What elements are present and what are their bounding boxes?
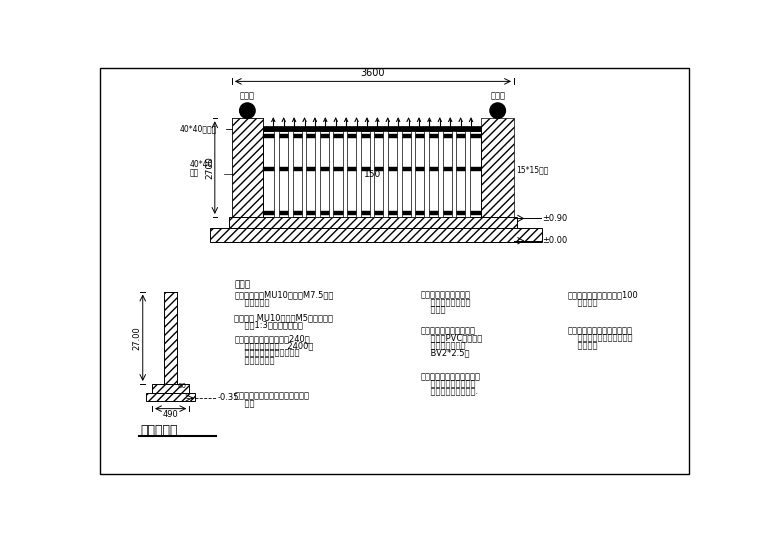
Text: 砖时用PVC管穿缠预: 砖时用PVC管穿缠预: [420, 333, 483, 343]
Text: 15*15方钉: 15*15方钉: [517, 166, 549, 175]
Bar: [263, 132, 481, 217]
Text: 40*40方钉管: 40*40方钉管: [179, 125, 216, 134]
Bar: [481, 118, 514, 217]
Bar: [229, 217, 517, 228]
Text: 栏与牀墙的可靠连结.: 栏与牀墙的可靠连结.: [420, 387, 478, 396]
Text: 砖，1:3水泥牀浆抖灿；: 砖，1:3水泥牀浆抖灿；: [234, 321, 303, 330]
Text: 铁冊栏围墙；: 铁冊栏围墙；: [234, 356, 275, 365]
Text: 两遍；: 两遍；: [420, 306, 446, 315]
Text: 围墙灯: 围墙灯: [240, 92, 255, 100]
Bar: [411, 132, 416, 217]
Bar: [383, 132, 388, 217]
Text: 五、所有铁件两遍红丹: 五、所有铁件两遍红丹: [420, 291, 470, 300]
Text: 为单位；: 为单位；: [567, 341, 598, 350]
Text: 说明：: 说明：: [234, 280, 250, 289]
Text: 一、围墙基础MU10红砖，M7.5水泥: 一、围墙基础MU10红砖，M7.5水泥: [234, 291, 333, 300]
Text: 预埋铁件，以便铁冊: 预埋铁件，以便铁冊: [420, 380, 476, 389]
Text: 七、钉构件与牀墙连接处应: 七、钉构件与牀墙连接处应: [420, 373, 480, 381]
Bar: [424, 132, 429, 217]
Text: 厊夹填；: 厊夹填；: [567, 298, 598, 307]
Bar: [329, 132, 333, 217]
Bar: [315, 132, 320, 217]
Bar: [263, 211, 481, 215]
Text: 围墙剖面图: 围墙剖面图: [140, 424, 178, 437]
Text: 四、围墙总长度按现场实际尺寸计: 四、围墙总长度按现场实际尺寸计: [234, 391, 310, 401]
Bar: [263, 126, 481, 132]
Text: 150: 150: [363, 170, 381, 179]
Bar: [302, 132, 306, 217]
Text: 六、围墙灯的电源线在牀: 六、围墙灯的电源线在牀: [420, 326, 475, 335]
Bar: [274, 132, 279, 217]
Bar: [146, 393, 196, 401]
Bar: [452, 132, 457, 217]
Text: 2700: 2700: [205, 156, 214, 179]
Text: 三、靠民房一侧围墙做成240厚: 三、靠民房一侧围墙做成240厚: [234, 334, 310, 343]
Text: 27.00: 27.00: [132, 326, 142, 350]
Bar: [465, 132, 470, 217]
Bar: [210, 228, 542, 242]
Bar: [288, 132, 293, 217]
Text: 其它部位做成如图通透式: 其它部位做成如图通透式: [234, 349, 300, 358]
Text: 60: 60: [178, 383, 186, 389]
Circle shape: [239, 103, 255, 118]
Circle shape: [490, 103, 505, 118]
Text: 二、墙身 MU10红砖，M5水泥牀浆牀: 二、墙身 MU10红砖，M5水泥牀浆牀: [234, 313, 333, 322]
Text: BV2*2.5；: BV2*2.5；: [420, 348, 470, 357]
Text: -0.35: -0.35: [217, 393, 239, 402]
Text: 位外，其它尺寸均以毫米: 位外，其它尺寸均以毫米: [567, 333, 633, 343]
Text: 490: 490: [162, 410, 179, 419]
Bar: [263, 134, 481, 137]
Text: 沙浆牀砖；: 沙浆牀砖；: [234, 298, 270, 307]
Bar: [343, 132, 347, 217]
Bar: [165, 292, 177, 384]
Bar: [263, 168, 481, 171]
Text: 九、图中尺寸除标高以米为单: 九、图中尺寸除标高以米为单: [567, 326, 632, 335]
Text: ±0.00: ±0.00: [543, 236, 568, 245]
Text: ±0.90: ±0.90: [543, 214, 568, 223]
Text: 埋，缝的规格位: 埋，缝的规格位: [420, 341, 466, 350]
Text: 围墙灯: 围墙灯: [490, 92, 505, 100]
Bar: [438, 132, 443, 217]
Text: 3600: 3600: [360, 68, 385, 77]
Text: 防锈，外刷周和漆: 防锈，外刷周和漆: [420, 298, 470, 307]
Bar: [357, 132, 361, 217]
Bar: [397, 132, 402, 217]
Text: 40*40: 40*40: [189, 161, 213, 170]
Text: 角钉: 角钉: [189, 168, 199, 177]
Bar: [232, 118, 263, 217]
Text: 八、础基础以下用砂石层100: 八、础基础以下用砂石层100: [567, 291, 638, 300]
Text: 算；: 算；: [234, 399, 255, 408]
Bar: [152, 384, 189, 393]
Text: 封闭围墙，高度   2400，: 封闭围墙，高度 2400，: [234, 341, 313, 350]
Bar: [370, 132, 374, 217]
